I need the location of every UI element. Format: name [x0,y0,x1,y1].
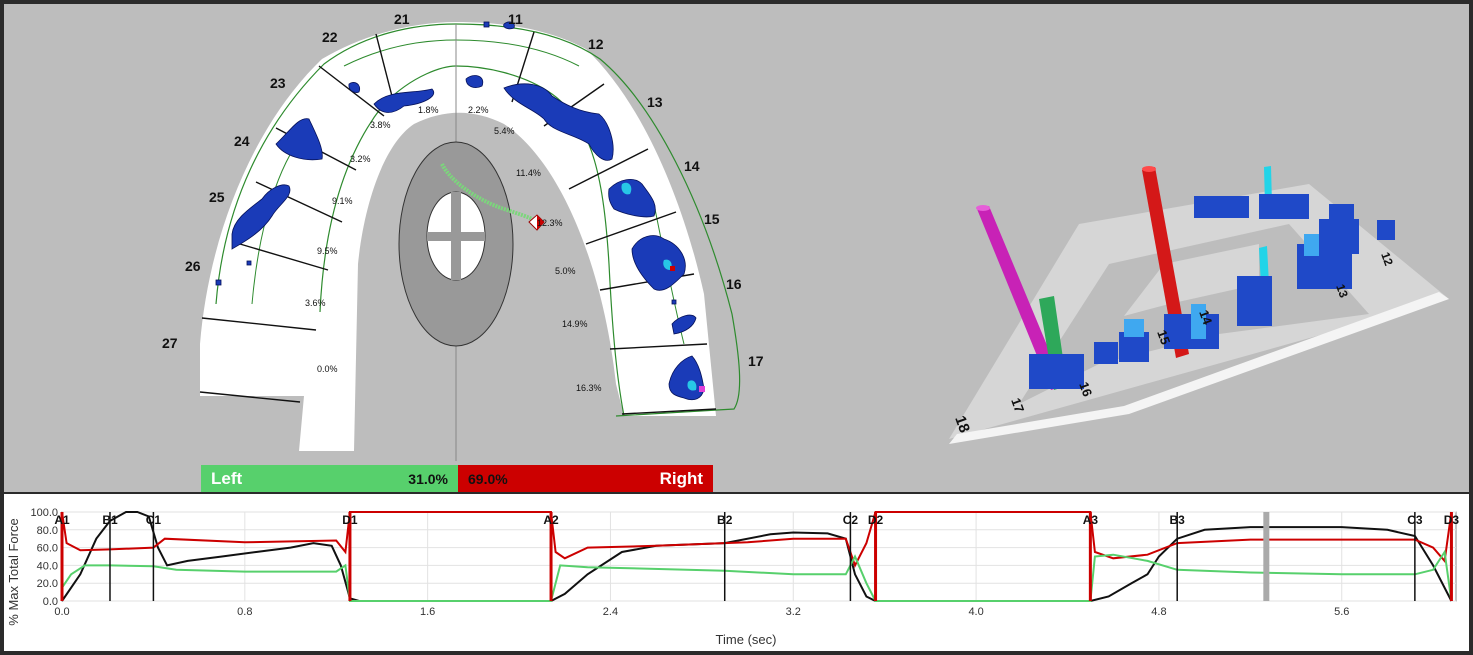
left-label: Left [211,469,243,488]
marker-label: A2 [543,513,559,527]
marker-label: C2 [843,513,859,527]
left-value: 31.0% [408,471,448,487]
tooth-percent-27: 0.0% [317,364,338,374]
3d-label-14: 14 [1196,308,1215,327]
3d-label-15: 15 [1154,328,1173,347]
x-tick-label: 2.4 [603,606,618,618]
pressure-contacts [215,21,705,401]
tooth-percent-24: 9.1% [332,196,353,206]
3d-label-13: 13 [1333,282,1351,300]
marker-label: A3 [1083,513,1099,527]
cof-trajectory [440,163,537,223]
tooth-label-11: 11 [508,11,523,27]
y-tick-label: 0.0 [43,596,58,608]
force-time-panel: 0.0 20.0 40.0 60.0 80.0 100.0 0.0 0.8 1.6 2.4 3.2… [4,494,1469,651]
playback-cursor[interactable] [1263,512,1270,601]
tooth-label-12: 12 [588,36,604,52]
marker-label: B2 [717,513,733,527]
force-bars-3d [976,166,1395,390]
tooth-percent-14: 12.3% [537,218,563,228]
tooth-label-27: 27 [162,335,178,351]
tooth-percent-17: 16.3% [576,383,602,393]
marker-label: B3 [1170,513,1186,527]
tooth-label-16: 16 [726,276,742,292]
x-tick-label: 3.2 [786,606,801,618]
tooth-label-26: 26 [185,258,201,274]
x-tick-label: 0.8 [237,606,252,618]
force-series-line [61,511,1453,602]
tooth-label-24: 24 [234,133,250,149]
3d-label-16: 16 [1076,380,1095,399]
tooth-percent-16: 14.9% [562,319,588,329]
force-time-chart[interactable]: 0.0 20.0 40.0 60.0 80.0 100.0 0.0 0.8 1.6 2.4 3.2… [4,494,1469,651]
marker-label: D1 [342,513,358,527]
tooth-label-21: 21 [394,11,410,27]
marker-label: A1 [54,513,70,527]
x-tick-label: 4.8 [1151,606,1166,618]
tooth-label-15: 15 [704,211,720,227]
tooth-percent-21: 1.8% [418,105,439,115]
tooth-percent-12: 5.4% [494,126,515,136]
x-tick-label: 4.0 [968,606,983,618]
y-tick-label: 20.0 [37,578,58,590]
3d-label-12: 12 [1378,250,1396,268]
tooth-percent-13: 11.4% [516,168,541,178]
tooth-percent-25: 9.5% [317,246,338,256]
3d-label-17: 17 [1008,396,1027,415]
tooth-label-22: 22 [322,29,338,45]
arch-3d-view[interactable]: 15 14 13 12 16 17 18 [929,164,1469,464]
marker-label: B1 [102,513,118,527]
right-balance-bar: 69.0% Right [458,465,713,492]
marker-label: C3 [1407,513,1423,527]
tooth-percent-15: 5.0% [555,266,576,276]
x-tick-label: 0.0 [54,606,69,618]
right-value: 69.0% [468,471,508,487]
x-axis-label: Time (sec) [716,632,777,647]
y-axis-label: % Max Total Force [6,518,21,625]
tooth-percent-22: 3.8% [370,120,391,130]
tooth-label-14: 14 [684,158,700,174]
arch-2d-view[interactable]: 21 22 23 24 25 26 27 11 12 13 14 15 16 1… [4,4,764,461]
left-balance-bar: Left 31.0% [201,465,458,492]
tooth-percent-26: 3.6% [305,298,326,308]
right-label: Right [659,469,703,488]
x-tick-label: 1.6 [420,606,435,618]
y-tick-label: 100.0 [30,507,58,519]
y-tick-label: 80.0 [37,525,58,537]
plot-area [61,511,1457,602]
tooth-label-17: 17 [748,353,764,369]
outer-boundary [215,23,741,417]
marker-label: D2 [868,513,884,527]
x-tick-label: 5.6 [1334,606,1349,618]
tooth-percent-11: 2.2% [468,105,489,115]
tooth-percent-23: 3.2% [350,154,371,164]
tooth-label-25: 25 [209,189,225,205]
y-tick-label: 60.0 [37,543,58,555]
cof-marker-icon [528,214,545,231]
marker-label: C1 [146,513,162,527]
y-tick-label: 40.0 [37,560,58,572]
marker-label: D3 [1444,513,1460,527]
3d-label-18: 18 [951,414,973,435]
tooth-label-13: 13 [647,94,663,110]
tooth-label-23: 23 [270,75,286,91]
visualization-panel: 21 22 23 24 25 26 27 11 12 13 14 15 16 1… [4,4,1469,492]
